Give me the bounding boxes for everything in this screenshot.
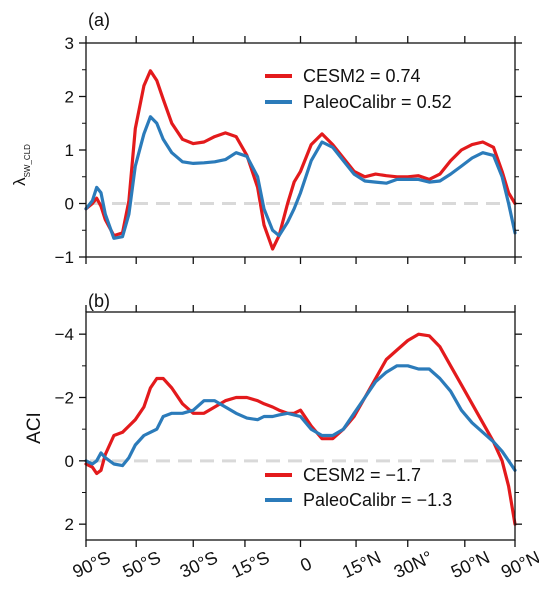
y-tick-label-b: −2 (55, 389, 74, 408)
legend-a-paleo-label: PaleoCalibr = 0.52 (303, 92, 452, 112)
legend-a: CESM2 = 0.74 PaleoCalibr = 0.52 (265, 66, 452, 112)
y-axis-label-a-sub: SW_CLD (23, 144, 32, 178)
x-tick-label: 50°N (448, 547, 493, 582)
x-tick-label: 30N° (391, 547, 436, 582)
y-tick-label-b: 0 (65, 452, 74, 471)
y-tick-label-a: 3 (65, 34, 74, 53)
y-tick-label-a: 1 (65, 141, 74, 160)
panel-a: (a) −1 0 1 2 3 λSW_CLD CESM2 = 0.74 PaleoCal… (10, 10, 522, 267)
legend-b-paleo-label: PaleoCalibr = −1.3 (303, 490, 452, 510)
series-b (84, 332, 517, 526)
ticks-a: −1 0 1 2 3 (55, 34, 522, 267)
cesm2-line-b (84, 332, 517, 526)
y-axis-label-a: λSW_CLD (10, 144, 32, 186)
legend-b-cesm2-label: CESM2 = −1.7 (303, 465, 421, 485)
y-axis-label-a-main: λ (10, 177, 29, 186)
x-tick-label: 50°S (120, 547, 164, 582)
y-tick-label-b: 2 (65, 515, 74, 534)
y-axis-label-b: ACI (24, 412, 45, 444)
y-tick-label-b: −4 (55, 325, 74, 344)
x-tick-label: 15°S (228, 547, 272, 582)
x-tick-label: 15°N (339, 547, 384, 582)
y-tick-label-a: −1 (55, 248, 74, 267)
x-tick-label: 90°N (498, 547, 539, 582)
panel-b-label: (b) (88, 291, 110, 311)
paleocalibr-line-a (84, 115, 517, 240)
x-tick-label: 90°S (69, 547, 113, 582)
ticks-b: 2 0 −2 −4 (55, 305, 522, 547)
x-tick-labels: 90°S 50°S 30°S 15°S 0 15°N 30N° 50°N 90°N (69, 547, 539, 582)
y-tick-label-a: 2 (65, 88, 74, 107)
legend-b: CESM2 = −1.7 PaleoCalibr = −1.3 (265, 465, 452, 510)
panel-a-label: (a) (88, 10, 110, 30)
y-tick-label-a: 0 (65, 195, 74, 214)
panel-b: (b) 2 0 −2 −4 ACI CESM2 = −1.7 PaleoCalibr … (24, 291, 522, 547)
axes-frame-a (85, 42, 516, 258)
paleocalibr-line-b (84, 364, 517, 472)
series-a (84, 69, 517, 251)
x-tick-label: 30°S (177, 547, 221, 582)
x-tick-label: 0 (297, 553, 315, 575)
legend-a-cesm2-label: CESM2 = 0.74 (303, 66, 421, 86)
